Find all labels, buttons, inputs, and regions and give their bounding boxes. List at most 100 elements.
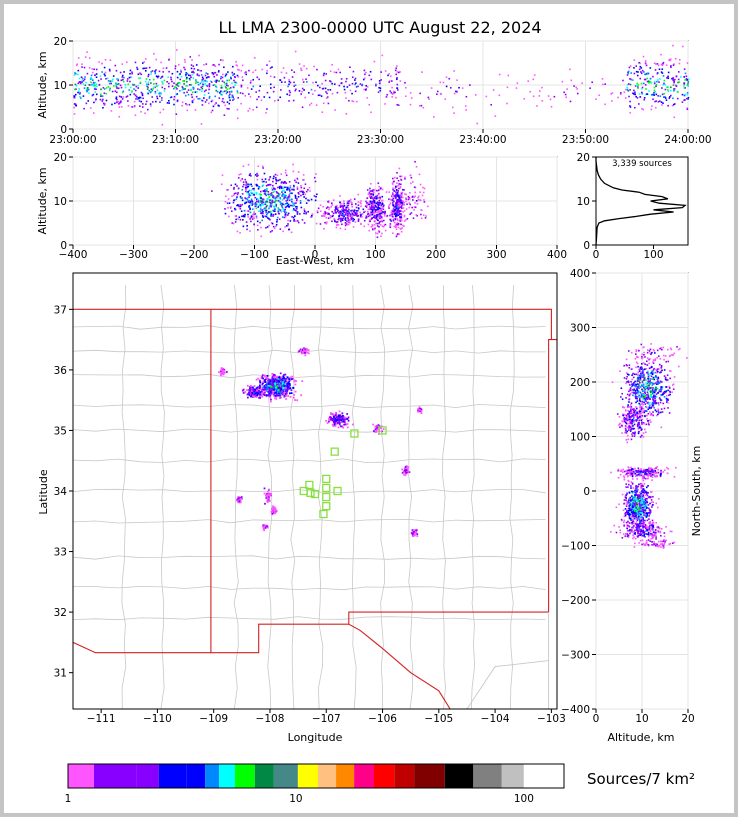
source-point	[620, 387, 623, 390]
source-point	[632, 376, 635, 379]
source-point	[231, 222, 234, 224]
source-point	[617, 96, 619, 99]
source-point	[436, 93, 438, 96]
source-point	[288, 196, 290, 199]
source-point	[395, 192, 397, 194]
source-point	[215, 102, 217, 104]
source-point	[674, 103, 676, 105]
y-tick-label: 37	[54, 304, 67, 316]
source-point	[648, 467, 650, 469]
source-point	[630, 428, 632, 431]
source-point	[380, 427, 382, 429]
source-point	[95, 76, 98, 79]
source-point	[661, 72, 664, 74]
source-point	[91, 79, 94, 81]
source-point	[258, 210, 260, 213]
source-point	[655, 63, 657, 65]
source-point	[369, 200, 372, 203]
source-point	[374, 204, 376, 207]
source-point	[268, 379, 271, 382]
source-point	[374, 428, 377, 431]
source-point	[341, 417, 344, 420]
source-point	[626, 364, 628, 367]
source-point	[255, 184, 258, 187]
source-point	[233, 188, 235, 190]
source-point	[388, 207, 390, 209]
source-point	[684, 72, 687, 75]
source-point	[404, 466, 407, 468]
source-point	[647, 412, 650, 415]
y-tick-label: 10	[54, 80, 67, 92]
source-point	[243, 209, 246, 212]
source-point	[361, 216, 363, 218]
source-point	[641, 356, 644, 359]
source-point	[272, 375, 275, 377]
source-point	[334, 210, 336, 212]
source-point	[257, 229, 259, 231]
source-point	[267, 381, 270, 384]
source-point	[270, 198, 273, 201]
source-point	[272, 213, 275, 216]
source-point	[272, 510, 275, 513]
source-point	[104, 74, 106, 77]
source-point	[282, 186, 285, 189]
source-point	[242, 181, 245, 183]
source-point	[343, 88, 346, 91]
source-point	[222, 91, 224, 93]
source-point	[686, 84, 689, 87]
source-point	[645, 414, 647, 417]
source-point	[654, 390, 657, 392]
source-point	[646, 349, 649, 351]
source-point	[170, 76, 172, 79]
source-point	[264, 193, 267, 195]
source-point	[279, 185, 282, 188]
source-point	[622, 79, 624, 82]
source-point	[416, 214, 418, 217]
source-point	[400, 191, 403, 194]
source-point	[539, 90, 541, 92]
source-point	[175, 49, 178, 51]
source-point	[158, 91, 161, 94]
source-point	[640, 403, 642, 405]
source-point	[672, 354, 674, 356]
source-point	[337, 68, 340, 71]
source-point	[337, 422, 339, 424]
source-point	[391, 177, 394, 180]
source-point	[370, 211, 372, 214]
source-point	[635, 373, 637, 376]
source-point	[218, 97, 221, 99]
source-point	[252, 213, 254, 216]
source-point	[311, 93, 314, 95]
source-point	[197, 97, 200, 100]
source-point	[649, 77, 652, 80]
source-point	[319, 86, 321, 89]
source-point	[239, 500, 242, 502]
source-point	[126, 80, 129, 82]
source-point	[397, 214, 400, 216]
source-point	[649, 81, 652, 83]
source-point	[396, 211, 398, 214]
source-point	[668, 385, 671, 388]
source-point	[272, 177, 275, 180]
source-point	[206, 73, 209, 75]
source-point	[280, 71, 283, 74]
source-point	[160, 99, 163, 101]
source-point	[250, 200, 252, 203]
source-point	[155, 75, 158, 78]
source-point	[335, 221, 338, 223]
source-point	[643, 351, 645, 354]
source-point	[352, 214, 355, 216]
source-point	[268, 179, 270, 181]
source-point	[254, 196, 257, 199]
source-point	[250, 200, 253, 202]
source-point	[274, 203, 277, 205]
source-point	[279, 178, 281, 181]
source-point	[230, 91, 233, 93]
source-point	[303, 347, 305, 350]
source-point	[368, 201, 370, 204]
source-point	[635, 366, 637, 369]
source-point	[294, 209, 296, 212]
source-point	[332, 425, 335, 427]
source-point	[162, 71, 164, 73]
source-point	[649, 383, 651, 385]
